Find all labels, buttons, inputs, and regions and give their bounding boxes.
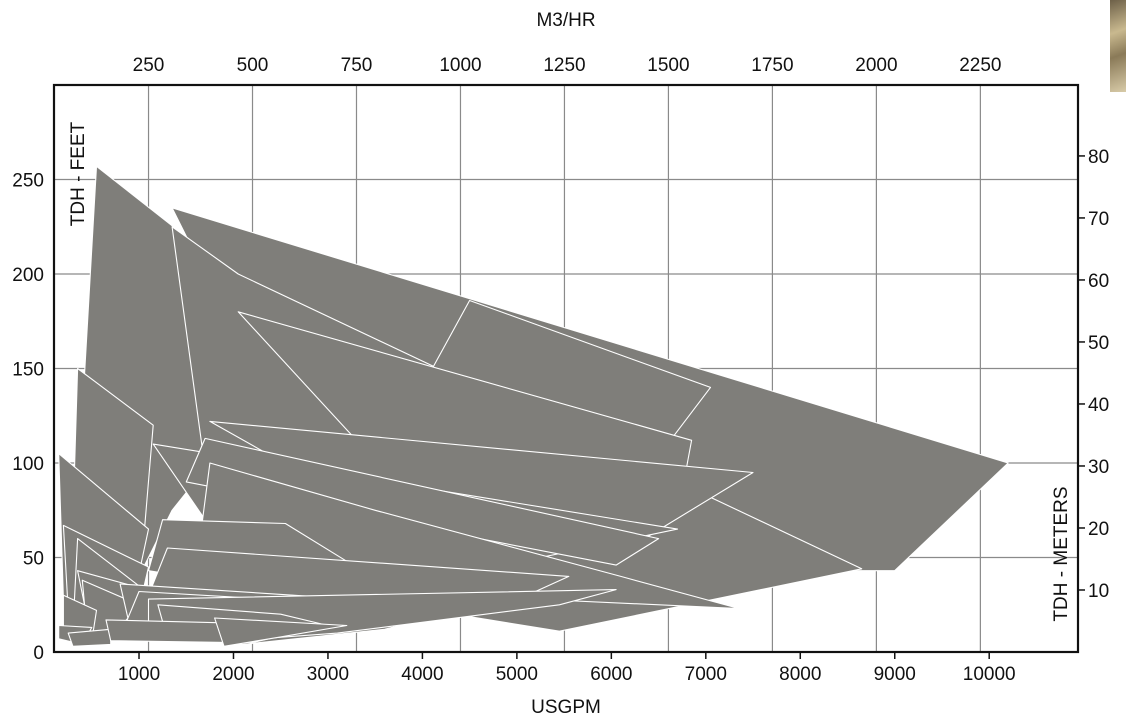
x2-tick-label: 2000 bbox=[855, 55, 897, 76]
x-tick-label: 1000 bbox=[118, 664, 160, 685]
y-tick-label: 0 bbox=[33, 643, 44, 664]
x-tick-label: 3000 bbox=[307, 664, 349, 685]
y2-tick-label: 20 bbox=[1088, 519, 1109, 540]
x2-tick-label: 500 bbox=[237, 55, 269, 76]
y2-tick-label: 50 bbox=[1088, 333, 1109, 354]
x-tick-label: 4000 bbox=[401, 664, 443, 685]
y-tick-label: 50 bbox=[23, 549, 44, 570]
y2-axis-title: TDH - METERS bbox=[1051, 486, 1072, 621]
x-tick-label: 2000 bbox=[212, 664, 254, 685]
x2-tick-label: 750 bbox=[341, 55, 373, 76]
x-tick-label: 7000 bbox=[685, 664, 727, 685]
x-tick-label: 10000 bbox=[963, 664, 1016, 685]
x2-axis-title: M3/HR bbox=[536, 10, 595, 31]
y-tick-label: 150 bbox=[12, 360, 44, 381]
x2-tick-label: 1750 bbox=[751, 55, 793, 76]
x2-tick-label: 1000 bbox=[439, 55, 481, 76]
y-tick-label: 200 bbox=[12, 265, 44, 286]
y-axis-title: TDH - FEET bbox=[68, 121, 89, 226]
y2-tick-label: 60 bbox=[1088, 271, 1109, 292]
y-tick-label: 250 bbox=[12, 171, 44, 192]
y2-tick-label: 10 bbox=[1088, 581, 1109, 602]
y-tick-label: 100 bbox=[12, 454, 44, 475]
x2-tick-label: 1500 bbox=[647, 55, 689, 76]
x2-tick-label: 1250 bbox=[543, 55, 585, 76]
x-tick-label: 8000 bbox=[779, 664, 821, 685]
x-tick-label: 9000 bbox=[874, 664, 916, 685]
y2-tick-label: 70 bbox=[1088, 209, 1109, 230]
x-tick-label: 5000 bbox=[496, 664, 538, 685]
y2-tick-label: 80 bbox=[1088, 147, 1109, 168]
y2-tick-label: 40 bbox=[1088, 395, 1109, 416]
y2-tick-label: 30 bbox=[1088, 457, 1109, 478]
x-tick-label: 6000 bbox=[590, 664, 632, 685]
x-axis-title: USGPM bbox=[531, 697, 601, 718]
product-photo-thumbnail bbox=[1110, 0, 1126, 92]
x2-tick-label: 250 bbox=[133, 55, 165, 76]
x2-tick-label: 2250 bbox=[959, 55, 1001, 76]
